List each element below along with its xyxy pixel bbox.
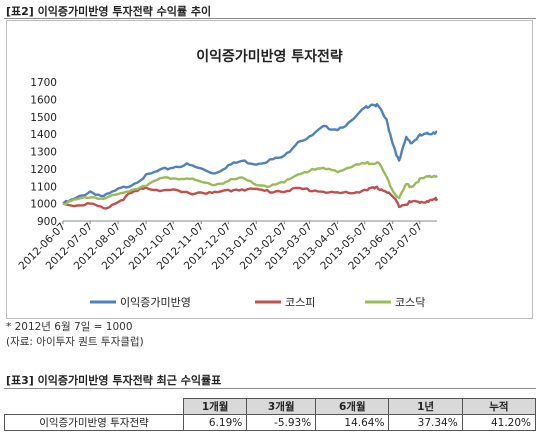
line-chart: 170016001500140013001200110010009002012-… <box>16 77 439 309</box>
y-tick-label: 1600 <box>30 94 57 106</box>
table-header-1y: 1년 <box>388 398 463 415</box>
table-header-1m: 1개월 <box>182 398 248 415</box>
table-cell-6m: 14.64% <box>315 414 390 431</box>
y-tick-label: 1200 <box>30 164 57 176</box>
table-header-row: 1개월 3개월 6개월 1년 누적 <box>4 398 537 415</box>
series-line <box>62 160 438 206</box>
table-row: 이익증가미반영 투자전략 6.19% -5.93% 14.64% 37.34% … <box>4 414 537 431</box>
y-tick-label: 1300 <box>30 147 57 159</box>
legend-label: 이익증가미반영 <box>120 296 191 309</box>
figure-caption-chart: [표2] 이익증가미반영 투자전략 수익률 추이 <box>6 5 212 18</box>
legend-label: 코스피 <box>285 296 315 309</box>
table-header-cumulative: 누적 <box>461 398 537 415</box>
y-tick-label: 1000 <box>30 199 57 211</box>
figure-caption-table: [표3] 이익증가미반영 투자전략 최근 수익률표 <box>6 374 222 387</box>
baseline-note: * 2012년 6월 7일 = 1000 <box>6 321 133 333</box>
y-tick-label: 1500 <box>30 112 57 124</box>
table-cell-1y: 37.34% <box>388 414 463 431</box>
source-note: (자료: 아이투자 퀀트 투자클럽) <box>6 336 144 348</box>
legend-label: 코스닥 <box>395 296 425 309</box>
y-tick-label: 1700 <box>30 77 57 89</box>
table-cell-1m: 6.19% <box>182 414 248 431</box>
caption-divider <box>4 18 536 19</box>
table-header-3m: 3개월 <box>246 398 317 415</box>
series-line <box>62 103 438 205</box>
returns-table: 1개월 3개월 6개월 1년 누적 이익증가미반영 투자전략 6.19% -5.… <box>4 398 537 431</box>
series-line <box>62 185 439 210</box>
table-cell-cumulative: 41.20% <box>461 414 537 431</box>
chart-title: 이익증가미반영 투자전략 <box>196 49 343 65</box>
table-cell-3m: -5.93% <box>246 414 317 431</box>
table-caption-divider <box>4 388 536 389</box>
chart-panel: 이익증가미반영 투자전략 1700 1600 1500 1400 1300 1200 110… <box>6 20 533 319</box>
y-tick-label: 900 <box>37 216 57 228</box>
table-header-blank <box>4 398 184 415</box>
y-tick-label: 1400 <box>30 129 57 141</box>
table-header-6m: 6개월 <box>315 398 390 415</box>
table-cell-strategy: 이익증가미반영 투자전략 <box>4 414 184 431</box>
y-tick-label: 1100 <box>30 181 57 193</box>
